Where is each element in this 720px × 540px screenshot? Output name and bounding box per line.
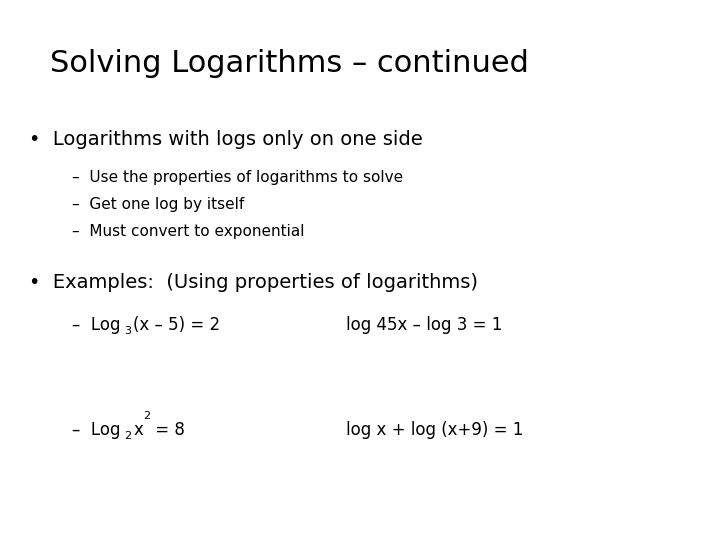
Text: –  Use the properties of logarithms to solve: – Use the properties of logarithms to so… bbox=[72, 170, 403, 185]
Text: •  Logarithms with logs only on one side: • Logarithms with logs only on one side bbox=[29, 130, 423, 148]
Text: 2: 2 bbox=[143, 411, 150, 422]
Text: –  Get one log by itself: – Get one log by itself bbox=[72, 197, 244, 212]
Text: 3: 3 bbox=[124, 326, 131, 336]
Text: = 8: = 8 bbox=[150, 421, 184, 439]
Text: x: x bbox=[133, 421, 143, 439]
Text: (x – 5) = 2: (x – 5) = 2 bbox=[133, 316, 220, 334]
Text: log 45x – log 3 = 1: log 45x – log 3 = 1 bbox=[346, 316, 502, 334]
Text: 2: 2 bbox=[124, 431, 131, 441]
Text: •  Examples:  (Using properties of logarithms): • Examples: (Using properties of logarit… bbox=[29, 273, 478, 292]
Text: Solving Logarithms – continued: Solving Logarithms – continued bbox=[50, 49, 529, 78]
Text: –  Log: – Log bbox=[72, 316, 120, 334]
Text: log x + log (x+9) = 1: log x + log (x+9) = 1 bbox=[346, 421, 523, 439]
Text: –  Must convert to exponential: – Must convert to exponential bbox=[72, 224, 305, 239]
Text: –  Log: – Log bbox=[72, 421, 120, 439]
